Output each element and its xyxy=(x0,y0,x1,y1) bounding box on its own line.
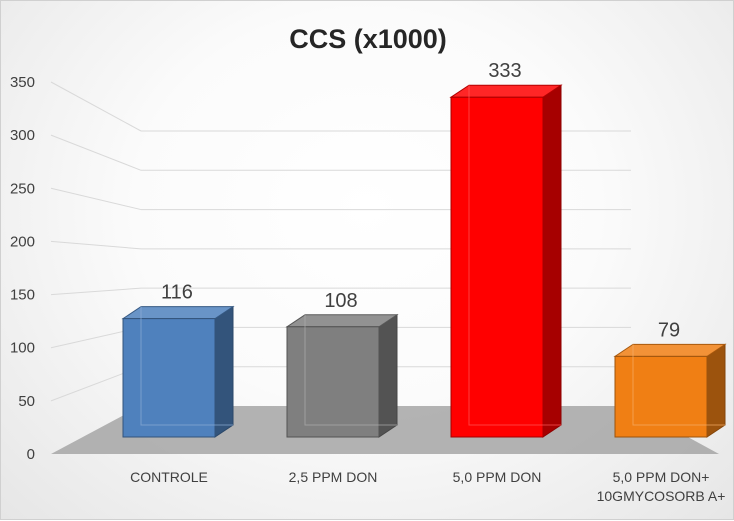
gridline-side xyxy=(50,187,142,211)
bar-top-face xyxy=(285,314,399,328)
gridline-side xyxy=(50,81,142,132)
bar-side-face xyxy=(706,343,726,438)
data-label: 333 xyxy=(488,60,521,82)
bar-top-face xyxy=(449,84,563,98)
y-tick-label: 150 xyxy=(10,287,35,304)
bar xyxy=(285,313,399,438)
bar-front-face xyxy=(450,96,544,438)
data-label: 79 xyxy=(658,319,680,341)
bar xyxy=(613,343,727,438)
chart-title: CCS (x1000) xyxy=(289,24,447,54)
y-tick-label: 200 xyxy=(10,233,35,250)
gridline-side xyxy=(50,134,142,171)
bar-front-face xyxy=(122,318,216,438)
x-tick-label: CONTROLE xyxy=(130,469,208,485)
gridline-side xyxy=(50,287,142,296)
y-tick-label: 50 xyxy=(18,393,35,410)
y-tick-label: 250 xyxy=(10,180,35,197)
bar-side-face xyxy=(378,313,398,438)
x-tick-label: 5,0 PPM DON xyxy=(453,469,542,485)
bar-inner-edge xyxy=(304,314,397,426)
bar-inner-edge xyxy=(140,306,233,426)
y-tick-label: 0 xyxy=(27,446,35,463)
bar-top-face xyxy=(613,343,727,357)
x-tick-label: 2,5 PPM DON xyxy=(289,469,378,485)
bars xyxy=(121,84,727,438)
gridline-side xyxy=(50,240,142,250)
y-axis: 0 50 100 150 200 250 300 350 xyxy=(10,74,35,463)
data-labels: 116 108 333 79 xyxy=(161,60,680,341)
bar-top-face xyxy=(121,306,235,320)
bar-front-face xyxy=(286,326,380,438)
y-tick-label: 300 xyxy=(10,127,35,144)
y-tick-label: 350 xyxy=(10,74,35,91)
bar-side-face xyxy=(542,84,562,438)
bar-inner-edge xyxy=(468,85,561,426)
x-axis: CONTROLE 2,5 PPM DON 5,0 PPM DON 5,0 PPM DO… xyxy=(130,469,725,504)
bar-front-face xyxy=(614,355,708,438)
bar xyxy=(449,84,563,438)
y-tick-label: 100 xyxy=(10,340,35,357)
data-label: 116 xyxy=(161,282,193,304)
bar xyxy=(121,305,235,438)
bar-side-face xyxy=(214,305,234,438)
bar-inner-edge xyxy=(632,344,725,426)
x-tick-label: 5,0 PPM DON+ 10GMYCOSORB A+ xyxy=(597,469,726,504)
data-label: 108 xyxy=(324,290,357,312)
